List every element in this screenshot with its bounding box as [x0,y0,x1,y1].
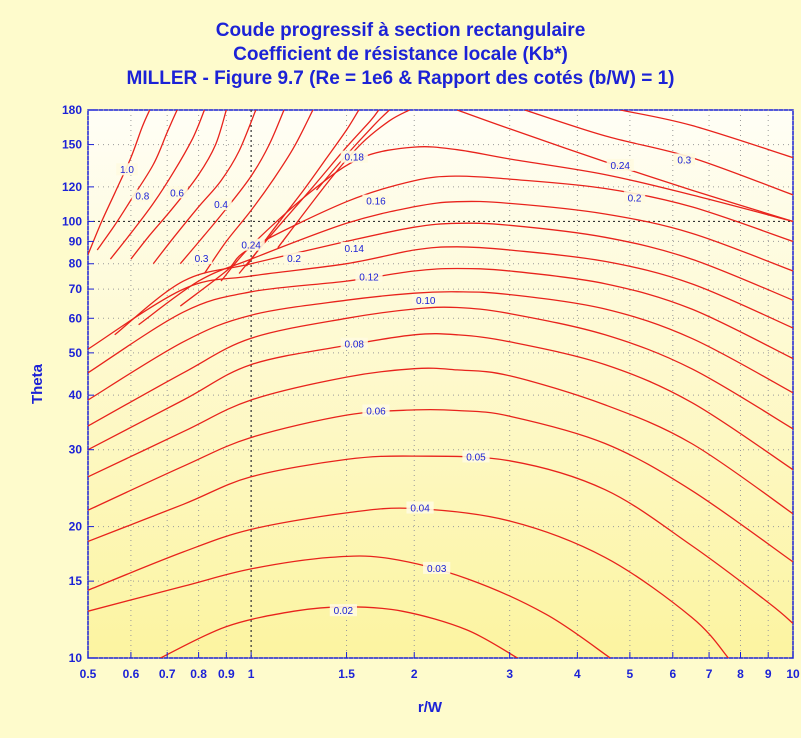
x-tick-label: 6 [669,667,676,681]
contour-label: 0.06 [366,406,386,417]
x-tick-label: 9 [765,667,772,681]
x-tick-label: 10 [786,667,800,681]
y-tick-label: 50 [69,346,83,360]
contour-label: 0.02 [334,606,354,617]
x-tick-label: 7 [706,667,713,681]
contour-label: 0.3 [677,155,691,166]
x-tick-label: 1 [248,667,255,681]
y-tick-label: 90 [69,234,83,248]
y-tick-label: 15 [69,574,83,588]
y-tick-label: 30 [69,443,83,457]
contour-label: 0.2 [287,254,301,265]
y-tick-label: 60 [69,311,83,325]
contour-label: 0.12 [359,272,379,283]
x-tick-label: 8 [737,667,744,681]
contour-label: 1.0 [120,165,134,176]
contour-label: 0.18 [345,153,365,164]
y-tick-label: 180 [62,103,82,117]
x-tick-label: 0.9 [218,667,235,681]
plot-area [88,110,793,658]
contour-label: 0.16 [366,197,386,208]
contour-label: 0.2 [628,193,642,204]
y-tick-label: 10 [69,651,83,665]
x-tick-label: 0.5 [80,667,97,681]
contour-label: 0.05 [466,452,486,463]
y-axis-label: Theta [29,363,46,404]
contour-label: 0.6 [170,188,184,199]
contour-label: 0.3 [195,254,209,265]
contour-label: 0.24 [241,241,261,252]
y-tick-label: 100 [62,214,82,228]
contour-label: 0.14 [345,244,365,255]
y-tick-label: 40 [69,388,83,402]
x-tick-label: 2 [411,667,418,681]
x-tick-label: 0.8 [190,667,207,681]
contour-label: 0.8 [135,192,149,203]
x-tick-label: 0.6 [123,667,140,681]
contour-label: 0.08 [345,340,365,351]
contour-label: 0.24 [611,161,631,172]
contour-label: 0.04 [410,504,430,515]
y-tick-label: 70 [69,282,83,296]
y-tick-label: 120 [62,180,82,194]
contour-label: 0.10 [416,296,436,307]
y-tick-label: 80 [69,257,83,271]
x-axis-label: r/W [418,699,443,716]
x-tick-label: 0.7 [159,667,176,681]
x-tick-label: 3 [506,667,513,681]
contour-label: 0.4 [214,200,228,211]
x-tick-label: 5 [627,667,634,681]
y-tick-label: 150 [62,138,82,152]
x-tick-label: 4 [574,667,581,681]
y-tick-label: 20 [69,520,83,534]
x-tick-label: 1.5 [338,667,355,681]
contour-label: 0.03 [427,564,447,575]
